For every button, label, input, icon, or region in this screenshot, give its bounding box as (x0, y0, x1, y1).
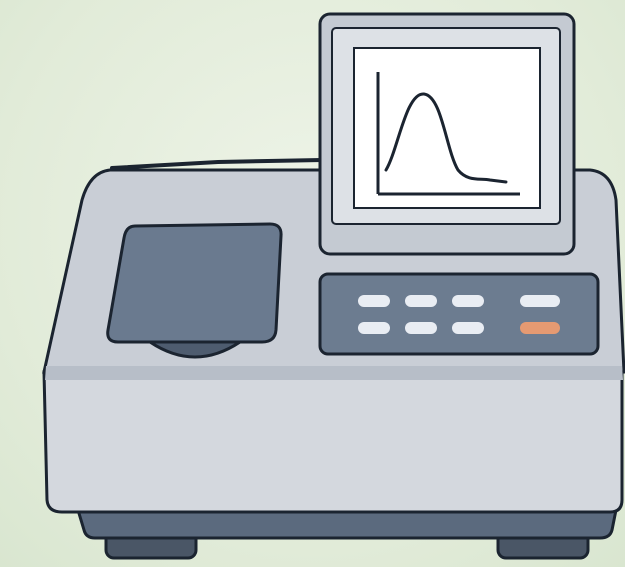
lid-hinge (145, 340, 245, 359)
peak-curve-icon (384, 92, 508, 184)
key[interactable] (358, 322, 390, 334)
key[interactable] (405, 322, 437, 334)
top-edge-shade (45, 366, 623, 380)
key[interactable] (520, 295, 560, 307)
key[interactable] (358, 295, 390, 307)
control-panel (318, 272, 600, 356)
device-front (42, 370, 624, 514)
key[interactable] (452, 295, 484, 307)
key[interactable] (405, 295, 437, 307)
key[interactable] (452, 322, 484, 334)
back-cable (110, 158, 324, 170)
sample-lid (106, 222, 283, 344)
key-accent[interactable] (520, 322, 560, 334)
display-screen (353, 47, 541, 209)
